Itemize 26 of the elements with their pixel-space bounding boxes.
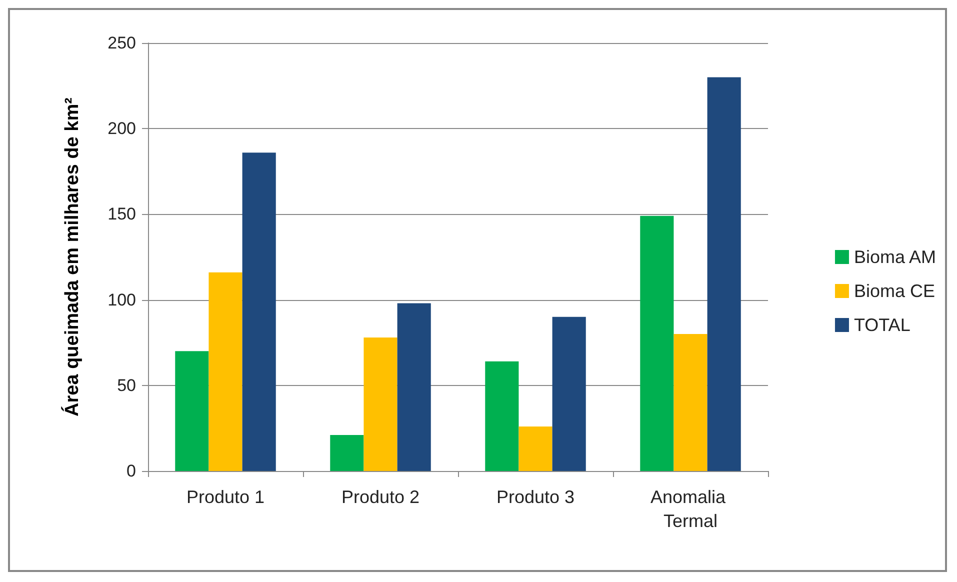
bar xyxy=(364,337,398,471)
y-tick-label: 200 xyxy=(108,119,136,138)
legend-label: Bioma CE xyxy=(854,281,936,301)
y-tick-label: 50 xyxy=(117,376,136,395)
y-tick-label: 0 xyxy=(126,462,136,480)
bar xyxy=(208,272,242,471)
bar xyxy=(242,152,276,471)
bar xyxy=(485,361,519,471)
y-tick-label: 100 xyxy=(108,290,136,310)
bar xyxy=(640,216,674,471)
legend-label: TOTAL xyxy=(854,315,910,335)
bar xyxy=(518,426,552,471)
x-tick-label: Produto 1 xyxy=(186,487,265,507)
bar xyxy=(674,334,708,471)
x-tick-label: Produto 2 xyxy=(341,487,420,507)
bar xyxy=(552,316,586,471)
y-tick-label: 150 xyxy=(108,204,136,224)
x-tick-label: Produto 3 xyxy=(496,487,575,507)
bar xyxy=(330,435,364,471)
legend-label: Bioma AM xyxy=(854,247,936,267)
bar xyxy=(707,77,741,471)
bar xyxy=(175,351,209,471)
y-axis-title: Área queimada em milhares de km² xyxy=(61,98,83,416)
y-tick-label: 250 xyxy=(108,34,136,52)
bar xyxy=(397,303,431,471)
x-tick-label: Anomalia Termal xyxy=(650,487,731,531)
